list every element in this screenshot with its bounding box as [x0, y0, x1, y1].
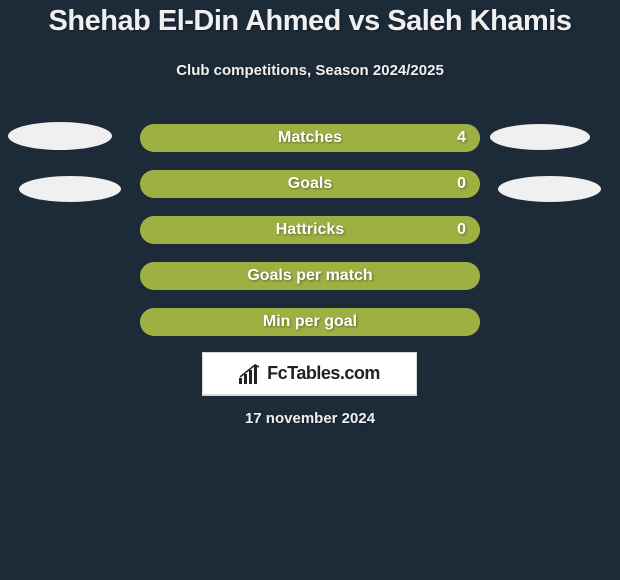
stat-bar-goals: Goals0 — [140, 170, 480, 198]
fctables-logo: FcTables.com — [202, 352, 417, 396]
stat-bar-hattricks: Hattricks0 — [140, 216, 480, 244]
bar-label: Matches — [140, 129, 480, 147]
page-title: Shehab El-Din Ahmed vs Saleh Khamis — [0, 5, 620, 38]
avatar-right-bottom — [498, 176, 601, 202]
signal-icon — [239, 364, 263, 384]
bar-label: Hattricks — [140, 221, 480, 239]
avatar-left-bottom — [19, 176, 121, 202]
bar-label: Goals — [140, 175, 480, 193]
date-text: 17 november 2024 — [0, 410, 620, 427]
stats-infographic: Shehab El-Din Ahmed vs Saleh Khamis Club… — [0, 0, 620, 580]
logo-fc: Fc — [267, 363, 287, 383]
bar-value: 0 — [457, 221, 466, 239]
stat-bar-matches: Matches4 — [140, 124, 480, 152]
season-subtitle: Club competitions, Season 2024/2025 — [0, 62, 620, 79]
avatar-left-top — [8, 122, 112, 150]
logo-tables: Tables.com — [287, 363, 380, 383]
bar-label: Goals per match — [140, 267, 480, 285]
avatar-right-top — [490, 124, 590, 150]
stat-bar-goals-per-match: Goals per match — [140, 262, 480, 290]
stat-bar-min-per-goal: Min per goal — [140, 308, 480, 336]
bar-value: 0 — [457, 175, 466, 193]
bar-value: 4 — [457, 129, 466, 147]
logo-text: FcTables.com — [267, 363, 380, 384]
bar-label: Min per goal — [140, 313, 480, 331]
